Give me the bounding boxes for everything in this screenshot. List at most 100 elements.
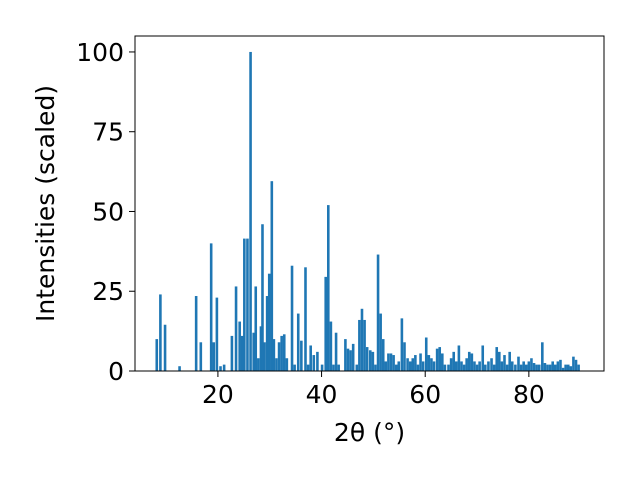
bar (470, 353, 474, 371)
bar (519, 364, 523, 371)
bar (478, 361, 481, 371)
bar (441, 353, 444, 371)
bar (277, 342, 281, 371)
bar (553, 364, 557, 371)
bar (548, 364, 552, 371)
bar (408, 361, 412, 371)
bar (551, 361, 554, 371)
bar (222, 364, 226, 371)
bar (465, 358, 468, 371)
bar (376, 254, 380, 371)
bar (312, 355, 316, 371)
y-tick-label: 75 (92, 118, 124, 147)
bar (349, 350, 352, 371)
bar (400, 318, 404, 371)
bar (368, 350, 372, 371)
bar (293, 364, 296, 371)
bar (280, 335, 283, 371)
bar (503, 355, 506, 371)
y-tick-label: 100 (76, 38, 124, 67)
x-tick-label: 80 (513, 380, 545, 409)
bar (243, 238, 246, 371)
bar (320, 364, 324, 371)
bar (219, 366, 222, 371)
bar (447, 364, 450, 371)
bar (332, 364, 335, 371)
bar (249, 51, 252, 371)
bar (522, 361, 525, 371)
y-axis-label: Intensities (scaled) (31, 85, 60, 322)
bar (282, 334, 286, 371)
bar (432, 361, 436, 371)
bar (306, 364, 310, 371)
bar (416, 364, 420, 371)
bar (240, 335, 244, 371)
bar (363, 319, 366, 371)
bar (387, 353, 390, 371)
bar (484, 364, 487, 371)
bar (351, 343, 355, 371)
bar (455, 361, 458, 371)
bars (155, 51, 580, 371)
bar (543, 363, 547, 371)
bar (381, 339, 385, 371)
bar (194, 296, 198, 371)
bar (215, 297, 219, 371)
bar (327, 205, 330, 371)
bar (304, 267, 307, 371)
bar (457, 345, 461, 371)
bar (371, 351, 375, 371)
bar (285, 358, 289, 371)
bar (252, 332, 255, 371)
bar (566, 364, 570, 371)
bar (498, 351, 501, 371)
bar (577, 364, 580, 371)
bar (424, 337, 428, 371)
bar (379, 313, 382, 371)
bar (406, 358, 409, 371)
bar (492, 364, 496, 371)
bar (267, 273, 271, 371)
bar (209, 243, 213, 371)
bar (234, 286, 238, 371)
bar (394, 364, 398, 371)
bar (443, 364, 447, 371)
bar (530, 358, 533, 371)
bar (360, 308, 364, 371)
bar (517, 356, 520, 371)
bar (275, 358, 278, 371)
y-tick-label: 50 (92, 197, 124, 226)
bar (419, 353, 422, 371)
bar (449, 358, 453, 371)
bar (473, 361, 476, 371)
bar (329, 321, 333, 371)
bar (541, 342, 544, 371)
bar (259, 326, 263, 371)
x-axis-label: 2θ (°) (334, 418, 405, 447)
bar (510, 361, 514, 371)
bar (270, 181, 274, 371)
bar (263, 342, 266, 371)
bar (344, 339, 347, 371)
bar (490, 358, 493, 371)
bar (500, 361, 504, 371)
bar (524, 364, 528, 371)
bar (527, 361, 531, 371)
bar (495, 347, 499, 371)
bar (532, 363, 536, 371)
bar (462, 364, 466, 371)
bar (559, 359, 562, 371)
bar (487, 361, 490, 371)
bar (384, 361, 388, 371)
bar (452, 351, 456, 371)
bar (535, 364, 538, 371)
bar (265, 296, 269, 371)
bar (355, 364, 359, 371)
bar (290, 265, 294, 371)
bar (569, 366, 573, 371)
bar (246, 238, 249, 371)
bar (561, 367, 565, 371)
bar (346, 348, 350, 371)
bar (334, 332, 338, 371)
bar (572, 356, 575, 371)
